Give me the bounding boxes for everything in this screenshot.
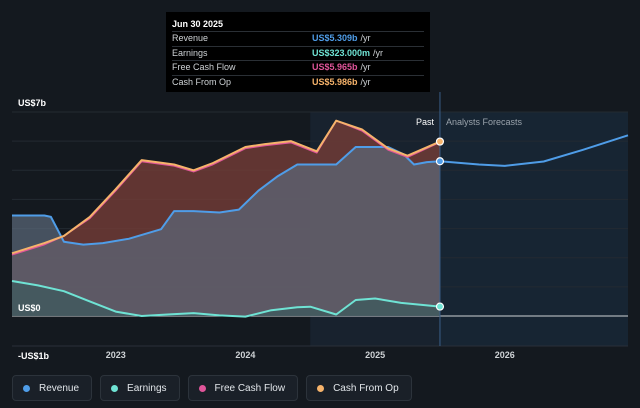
cash-from-op-marker — [435, 137, 445, 146]
legend-label: Revenue — [39, 382, 80, 394]
legend-label: Free Cash Flow — [214, 382, 286, 394]
tooltip-unit: /yr — [360, 76, 371, 87]
y-axis-labels: US$7b US$0 -US$1b — [18, 98, 50, 361]
earnings-marker — [435, 302, 445, 311]
free-cash-flow-dot-icon — [198, 384, 206, 392]
free-cash-flow-line — [11, 119, 441, 256]
tooltip-row-revenue: Revenue US$5.309b /yr — [172, 31, 424, 46]
x-tick-label: 2026 — [495, 350, 515, 360]
tooltip-unit: /yr — [360, 33, 371, 43]
legend-label: Cash From Op — [333, 382, 399, 394]
x-axis-labels: 2023 2024 2025 2026 — [106, 350, 515, 360]
legend-item-cash-from-op[interactable]: Cash From Op — [306, 375, 412, 401]
tooltip-row-cash-from-op: Cash From Op US$5.986b /yr — [172, 74, 424, 90]
y-tick-label: US$7b — [18, 98, 47, 108]
earnings-area — [12, 281, 440, 317]
series-lines — [11, 119, 629, 318]
tooltip-value: US$323.000m — [312, 47, 371, 58]
tooltip: Jun 30 2025 Revenue US$5.309b /yr Earnin… — [166, 12, 430, 92]
y-tick-label: -US$1b — [18, 351, 50, 361]
tooltip-label: Free Cash Flow — [172, 62, 236, 72]
tooltip-date: Jun 30 2025 — [172, 19, 224, 29]
tooltip-label: Earnings — [172, 47, 208, 58]
forecast-label: Analysts Forecasts — [446, 117, 523, 127]
cash-from-op-line — [11, 119, 441, 255]
x-tick-label: 2024 — [235, 350, 255, 360]
earnings-line — [11, 280, 441, 318]
y-tick-label: US$0 — [18, 303, 41, 313]
tooltip-unit: /yr — [373, 47, 384, 58]
x-tick-label: 2025 — [365, 350, 385, 360]
legend-item-earnings[interactable]: Earnings — [100, 375, 180, 401]
revenue-forecast-line — [439, 134, 629, 167]
tooltip-row-earnings: Earnings US$323.000m /yr — [172, 45, 424, 61]
legend-item-free-cash-flow[interactable]: Free Cash Flow — [187, 375, 299, 401]
legend-label: Earnings — [127, 382, 167, 394]
revenue-marker — [435, 157, 445, 166]
tooltip-label: Cash From Op — [172, 76, 232, 87]
tooltip-row-free-cash-flow: Free Cash Flow US$5.965b /yr — [172, 60, 424, 75]
legend-item-revenue[interactable]: Revenue — [12, 375, 93, 401]
revenue-dot-icon — [23, 384, 30, 392]
tooltip-value: US$5.986b — [312, 76, 358, 87]
series-end-markers — [435, 137, 445, 311]
earnings-dot-icon — [111, 384, 119, 392]
past-label: Past — [416, 117, 435, 127]
cash-from-op-dot-icon — [317, 384, 325, 392]
tooltip-value: US$5.965b — [312, 62, 358, 72]
tooltip-value: US$5.309b — [312, 33, 358, 43]
series-areas — [12, 120, 440, 317]
tooltip-label: Revenue — [172, 33, 209, 43]
revenue-area — [12, 147, 440, 316]
legend: Revenue Earnings Free Cash Flow Cash Fro… — [12, 375, 412, 401]
x-tick-label: 2023 — [106, 350, 126, 360]
tooltip-unit: /yr — [360, 62, 371, 72]
